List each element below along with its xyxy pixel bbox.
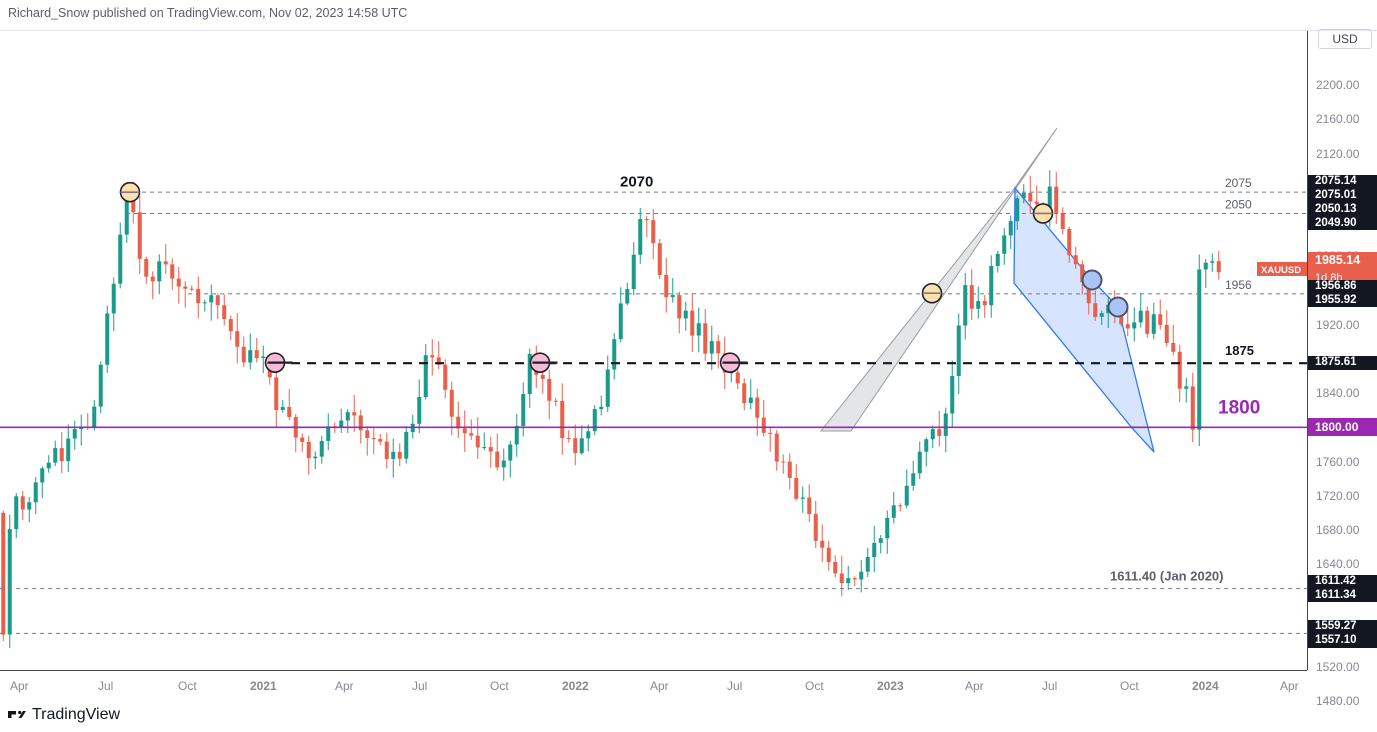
svg-text:1800: 1800: [1218, 397, 1260, 418]
svg-text:2070: 2070: [620, 173, 653, 190]
svg-text:1875: 1875: [1225, 343, 1254, 358]
svg-text:1956: 1956: [1225, 278, 1252, 292]
svg-text:2050: 2050: [1225, 198, 1252, 212]
svg-text:2075: 2075: [1225, 176, 1252, 190]
svg-text:XAUUSD: XAUUSD: [1261, 265, 1301, 276]
svg-text:1611.40 (Jan 2020): 1611.40 (Jan 2020): [1110, 569, 1223, 584]
